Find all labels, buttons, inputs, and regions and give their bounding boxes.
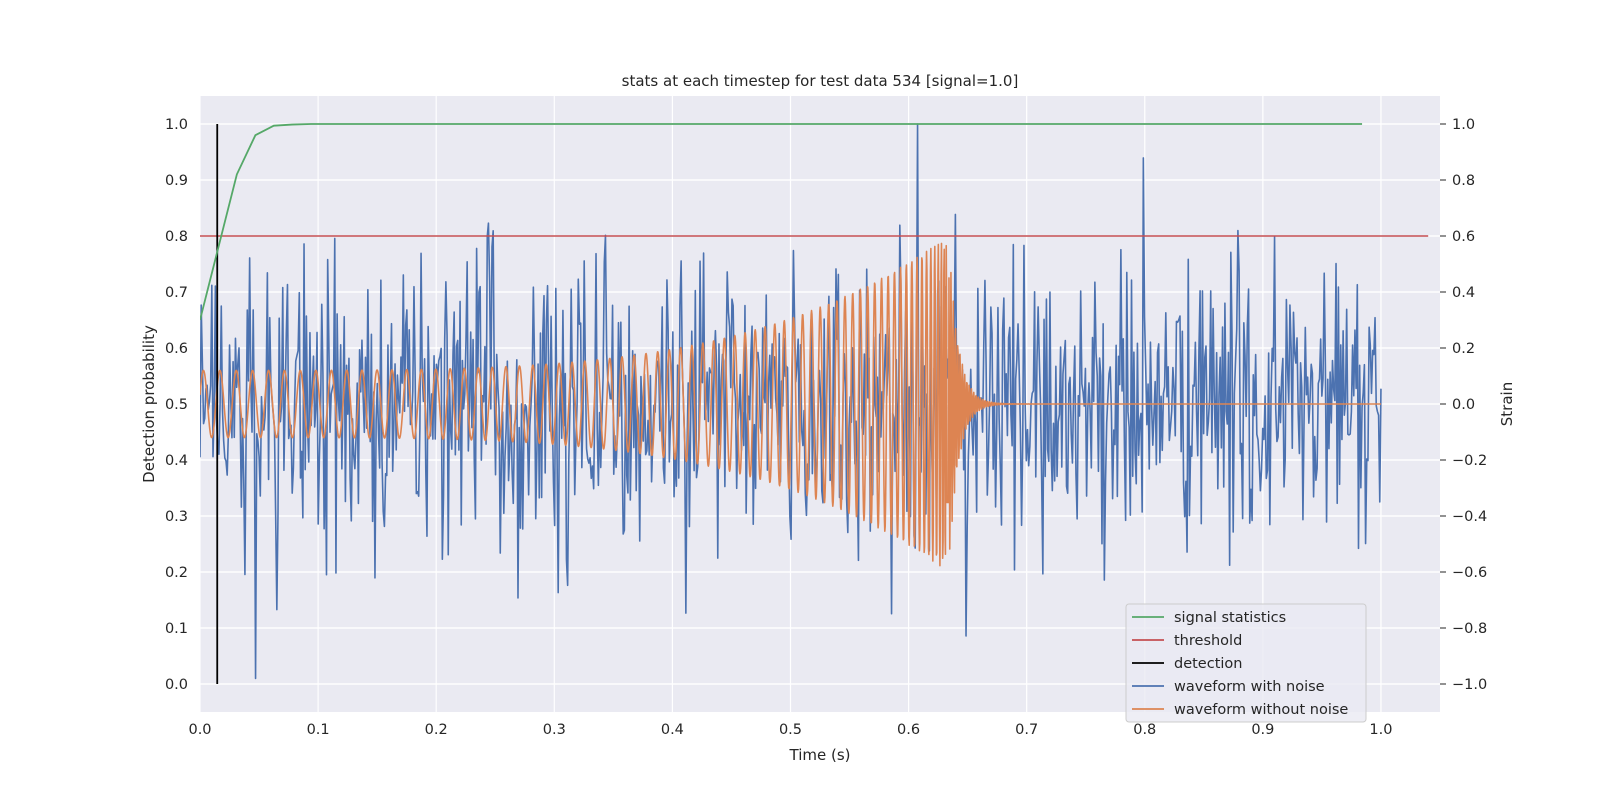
x-tick-label: 0.4 — [661, 722, 684, 738]
y-left-tick-label: 0.1 — [165, 621, 188, 637]
x-tick-label: 0.5 — [779, 722, 802, 738]
y-right-tick-label: 1.0 — [1452, 117, 1475, 133]
y-left-tick-label: 1.0 — [165, 117, 188, 133]
legend-label-detection: detection — [1174, 656, 1242, 672]
y-right-tick-label: 0.6 — [1452, 229, 1475, 245]
y-right-tick-label: 0.2 — [1452, 341, 1475, 357]
legend-label-waveform-without-noise: waveform without noise — [1174, 702, 1348, 718]
y-right-tick-label: −0.8 — [1452, 621, 1487, 637]
x-tick-label: 0.0 — [188, 722, 211, 738]
y-left-tick-label: 0.2 — [165, 565, 188, 581]
y-axis-left-label: Detection probability — [140, 325, 158, 483]
y-right-tick-label: 0.4 — [1452, 285, 1475, 301]
y-left-tick-label: 0.5 — [165, 397, 188, 413]
y-left-tick-label: 0.7 — [165, 285, 188, 301]
y-right-tick-label: −0.2 — [1452, 453, 1487, 469]
x-tick-label: 0.2 — [425, 722, 448, 738]
x-tick-label: 0.6 — [897, 722, 920, 738]
x-tick-label: 1.0 — [1369, 722, 1392, 738]
waveform-without-noise-line — [200, 242, 1382, 567]
y-axis-right-label: Strain — [1498, 382, 1516, 426]
x-tick-label: 0.8 — [1133, 722, 1156, 738]
legend-label-waveform-with-noise: waveform with noise — [1174, 679, 1325, 695]
signal-statistics-line — [200, 123, 1363, 321]
y-left-tick-label: 0.0 — [165, 677, 188, 693]
y-left-tick-label: 0.4 — [165, 453, 188, 469]
x-tick-label: 0.9 — [1251, 722, 1274, 738]
y-right-tick-label: −1.0 — [1452, 677, 1487, 693]
x-axis-label: Time (s) — [789, 746, 851, 764]
legend-label-signal-statistics: signal statistics — [1174, 610, 1286, 626]
y-axis-left: 0.0 0.1 0.2 0.3 0.4 0.5 0.6 0.7 0.8 0.9 1.0 — [165, 117, 188, 693]
y-left-tick-label: 0.3 — [165, 509, 188, 525]
legend-box — [1125, 603, 1367, 723]
x-tick-label: 0.7 — [1015, 722, 1038, 738]
chart-title: stats at each timestep for test data 534… — [622, 72, 1019, 90]
legend-label-threshold: threshold — [1174, 633, 1242, 649]
y-axis-right: −1.0 −0.8 −0.6 −0.4 −0.2 0.0 0.2 0.4 0.6 0.8 1.0 — [1440, 117, 1487, 693]
y-right-tick-label: 0.8 — [1452, 173, 1475, 189]
x-axis: 0.0 0.1 0.2 0.3 0.4 0.5 0.6 0.7 0.8 0.9 1.0 — [188, 722, 1392, 738]
y-right-tick-label: −0.6 — [1452, 565, 1487, 581]
legend: signal statistics threshold detection wa… — [1125, 603, 1367, 723]
y-left-tick-label: 0.6 — [165, 341, 188, 357]
series-layer — [200, 123, 1429, 684]
y-right-tick-label: −0.4 — [1452, 509, 1487, 525]
y-right-tick-label: 0.0 — [1452, 397, 1475, 413]
y-left-tick-label: 0.8 — [165, 229, 188, 245]
x-tick-label: 0.1 — [307, 722, 330, 738]
y-left-tick-label: 0.9 — [165, 173, 188, 189]
x-tick-label: 0.3 — [543, 722, 566, 738]
